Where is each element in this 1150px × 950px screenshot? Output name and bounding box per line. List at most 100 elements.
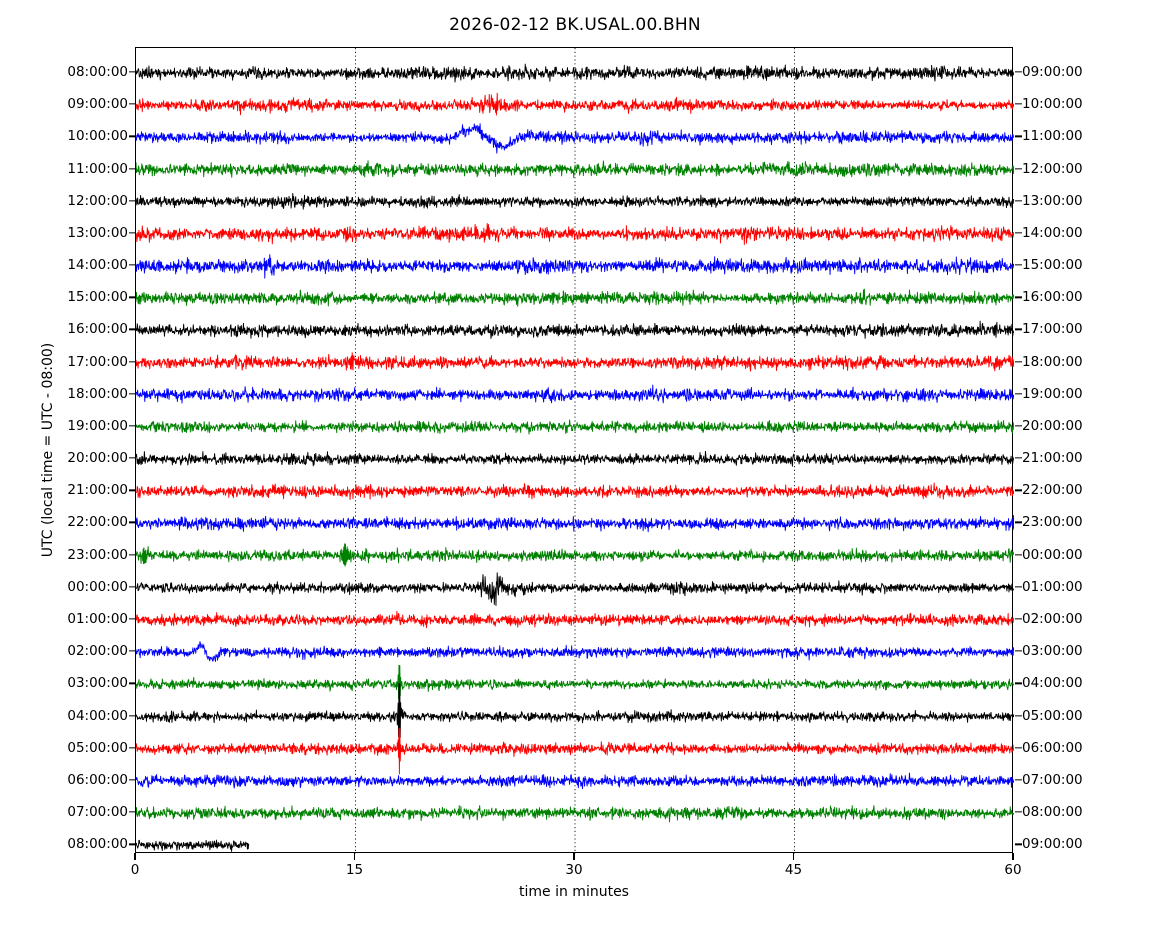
trace-01-00-00 [136,610,1014,629]
y-axis-right-labels: 09:00:00 10:00:00 11:00:00 12:00:00 13:00:00… [1022,0,1150,950]
y-tick-mark-left [129,425,136,427]
y-tick-mark-left [129,264,136,266]
x-tick-label: 60 [1004,862,1022,878]
trace-14-00-00 [136,254,1014,279]
y-tick-label-left: 04:00:00 [67,707,128,724]
y-axis-title: UTC (local time = UTC - 08:00) [40,342,56,558]
y-tick-mark-left [129,553,136,556]
y-tick-label-left: 06:00:00 [67,771,128,788]
trace-03-00-00 [136,664,1014,709]
y-tick-mark-right [1015,200,1022,202]
y-axis-left-ticks [128,0,138,950]
y-tick-label-right: 15:00:00 [1022,257,1083,274]
trace-15-00-00 [136,288,1014,307]
y-tick-mark-left [129,843,136,845]
x-axis-ticks [0,853,1150,863]
y-tick-label-right: 23:00:00 [1022,514,1083,531]
y-tick-label-right: 21:00:00 [1022,450,1083,467]
y-tick-mark-right [1015,586,1022,588]
y-tick-mark-right [1015,457,1022,459]
y-tick-mark-left [129,618,136,620]
page-title: 2026-02-12 BK.USAL.00.BHN [449,15,701,35]
y-tick-mark-left [129,650,136,652]
y-tick-mark-right [1015,328,1022,331]
trace-group [136,63,1014,852]
y-tick-label-left: 10:00:00 [67,128,128,145]
y-tick-label-right: 02:00:00 [1022,610,1083,627]
y-tick-label-left: 00:00:00 [67,578,128,595]
x-tick-label: 45 [784,862,803,878]
y-tick-label-left: 12:00:00 [67,192,128,209]
y-tick-label-left: 05:00:00 [67,739,128,756]
y-tick-mark-left [129,811,136,813]
x-tick-mark [353,853,356,860]
trace-06-00-00 [136,772,1014,790]
y-tick-mark-right [1015,779,1022,781]
y-tick-label-right: 09:00:00 [1022,836,1083,853]
y-tick-mark-left [129,747,136,749]
y-tick-label-left: 11:00:00 [67,160,128,177]
y-tick-label-right: 09:00:00 [1022,64,1083,80]
y-tick-label-left: 17:00:00 [67,353,128,370]
y-tick-label-right: 07:00:00 [1022,771,1083,788]
y-tick-mark-right [1015,714,1022,717]
y-tick-label-right: 03:00:00 [1022,643,1083,660]
y-tick-label-left: 20:00:00 [67,450,128,467]
y-tick-label-left: 22:00:00 [67,514,128,531]
x-tick-mark [792,853,795,860]
y-tick-mark-left [129,682,136,684]
y-tick-mark-left [129,393,136,395]
gridlines [355,48,795,854]
y-tick-mark-right [1015,521,1022,524]
y-tick-mark-right [1015,103,1022,105]
y-tick-label-left: 08:00:00 [67,836,128,853]
trace-10-00-00 [136,123,1014,154]
y-tick-label-right: 08:00:00 [1022,804,1083,821]
y-tick-label-left: 08:00:00 [67,64,128,80]
y-tick-mark-left [129,232,136,234]
y-tick-label-left: 18:00:00 [67,385,128,402]
y-tick-label-left: 21:00:00 [67,482,128,499]
y-axis-right-ticks [1013,0,1023,950]
trace-04-00-00 [136,682,1014,761]
y-tick-mark-left [129,489,136,491]
trace-05-00-00 [136,727,1014,775]
y-tick-label-right: 12:00:00 [1022,160,1083,177]
y-tick-mark-left [129,457,136,459]
trace-20-00-00 [136,450,1014,467]
trace-08-00-00 [136,63,1014,83]
y-tick-label-left: 13:00:00 [67,224,128,241]
y-tick-mark-right [1015,393,1022,395]
x-tick-label: 30 [565,862,583,878]
y-tick-mark-left [129,714,136,717]
y-tick-mark-left [129,167,136,170]
y-tick-label-right: 22:00:00 [1022,482,1083,499]
y-tick-mark-right [1015,360,1022,363]
y-tick-label-left: 14:00:00 [67,257,128,274]
y-tick-mark-right [1015,135,1022,137]
y-axis-left-labels: 08:00:00 09:00:00 10:00:00 11:00:00 12:00:00… [0,0,128,950]
trace-16-00-00 [136,320,1014,339]
y-tick-label-right: 18:00:00 [1022,353,1083,370]
y-tick-mark-right [1015,650,1022,652]
y-tick-label-right: 14:00:00 [1022,224,1083,241]
y-tick-label-right: 19:00:00 [1022,385,1083,402]
y-tick-mark-right [1015,811,1022,813]
trace-13-00-00 [136,223,1014,246]
trace-17-00-00 [136,352,1014,372]
x-tick-mark [1012,853,1014,860]
y-tick-label-left: 07:00:00 [67,804,128,821]
y-tick-label-left: 23:00:00 [67,546,128,563]
y-tick-label-right: 20:00:00 [1022,417,1083,434]
trace-18-00-00 [136,384,1014,404]
y-tick-label-right: 11:00:00 [1022,128,1083,145]
y-tick-mark-right [1015,843,1022,845]
x-tick-mark [134,853,136,860]
y-tick-label-right: 06:00:00 [1022,739,1083,756]
y-tick-mark-left [129,135,136,137]
y-tick-label-right: 17:00:00 [1022,321,1083,338]
y-tick-mark-right [1015,618,1022,620]
y-tick-label-right: 01:00:00 [1022,578,1083,595]
y-tick-label-right: 00:00:00 [1022,546,1083,563]
